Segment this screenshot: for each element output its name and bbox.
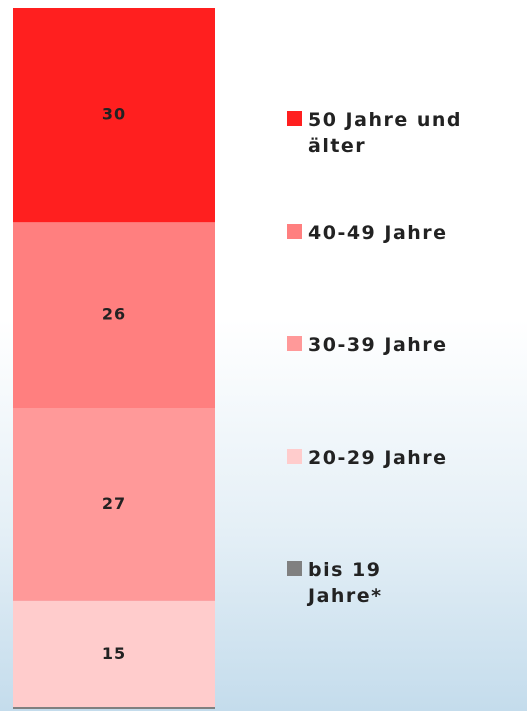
- legend-item: 20-29 Jahre: [287, 445, 522, 471]
- bar-segment: [13, 600, 215, 708]
- data-label: 30: [102, 105, 126, 124]
- legend-swatch: [287, 336, 302, 351]
- legend-label: 50 Jahre und älter: [308, 109, 462, 157]
- legend-swatch: [287, 223, 302, 239]
- legend-swatch: [287, 561, 302, 576]
- data-label: 15: [102, 644, 126, 663]
- data-label: 27: [102, 494, 126, 513]
- legend-item: bis 19 Jahre*: [287, 557, 522, 609]
- legend-item: 50 Jahre und älter: [287, 107, 522, 159]
- legend-label: 30-39 Jahre: [308, 334, 448, 356]
- legend-label: bis 19 Jahre*: [308, 559, 383, 607]
- legend-swatch: [287, 111, 302, 126]
- bar-segment: [13, 8, 215, 223]
- legend-item: 30-39 Jahre: [287, 332, 522, 358]
- legend-swatch: [287, 448, 302, 464]
- bar-segment: [13, 222, 215, 408]
- bar-segment: [13, 408, 215, 601]
- data-label: 26: [102, 305, 126, 324]
- legend-label: 20-29 Jahre: [308, 446, 448, 469]
- legend-label: 40-49 Jahre: [308, 221, 448, 244]
- legend-item: 40-49 Jahre: [287, 220, 522, 246]
